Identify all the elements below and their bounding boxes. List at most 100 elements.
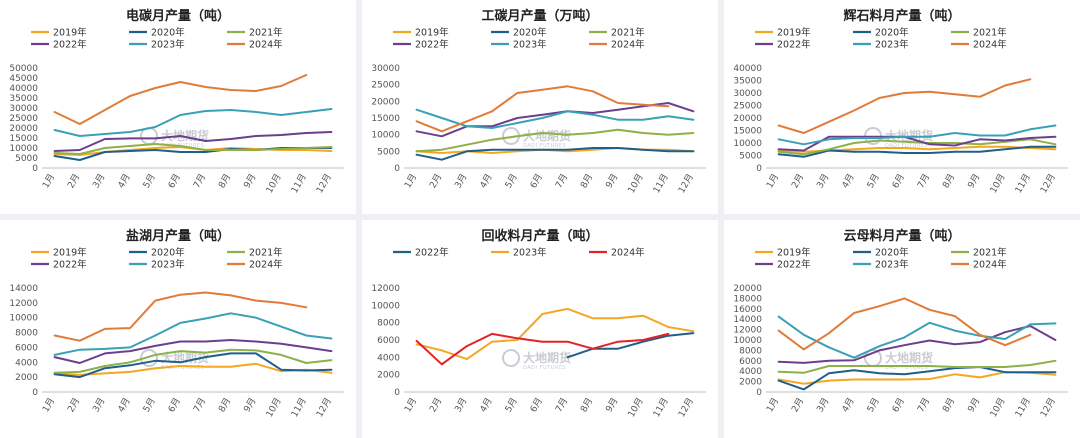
x-tick-label: 4月 <box>840 396 857 414</box>
series-line <box>777 366 1057 391</box>
legend-label: 2020年 <box>875 247 909 259</box>
legend-item: 2020年 <box>853 247 909 259</box>
legend-label: 2021年 <box>249 247 283 259</box>
legend-item: 2021年 <box>951 247 1007 259</box>
y-tick-label: 35000 <box>9 94 38 104</box>
chart-title: 电碳月产量（吨） <box>126 8 230 24</box>
y-tick-label: 0 <box>32 388 38 398</box>
chart-title: 盐湖月产量（吨） <box>126 228 230 244</box>
series-line <box>415 332 670 366</box>
y-tick-label: 45000 <box>9 74 38 84</box>
x-tick-label: 7月 <box>915 396 932 414</box>
series-line <box>777 124 1057 146</box>
x-tick-label: 5月 <box>141 396 158 414</box>
x-tick-label: 10月 <box>626 396 646 419</box>
x-tick-label: 1月 <box>402 396 419 414</box>
series-line <box>415 85 670 133</box>
x-tick-label: 1月 <box>402 172 419 190</box>
y-tick-label: 10000 <box>371 131 400 141</box>
x-tick-label: 7月 <box>915 172 932 190</box>
x-tick-label: 6月 <box>890 172 907 190</box>
y-tick-label: 0 <box>756 388 762 398</box>
legend-label: 2024年 <box>249 39 283 51</box>
x-tick-label: 6月 <box>528 172 545 190</box>
legend-label: 2019年 <box>777 27 811 39</box>
y-tick-label: 15000 <box>371 114 400 124</box>
legend-item: 2024年 <box>589 247 645 259</box>
y-tick-label: 16000 <box>733 305 762 315</box>
x-tick-label: 1月 <box>764 172 781 190</box>
x-tick-label: 11月 <box>651 172 671 195</box>
legend-label: 2020年 <box>875 27 909 39</box>
legend-item: 2021年 <box>227 247 283 259</box>
x-tick-label: 6月 <box>890 396 907 414</box>
legend-label: 2019年 <box>53 27 87 39</box>
y-tick-label: 40000 <box>733 64 762 74</box>
x-tick-label: 3月 <box>91 396 108 414</box>
y-tick-label: 8000 <box>15 329 38 339</box>
legend-label: 2020年 <box>151 27 185 39</box>
y-tick-label: 10000 <box>371 301 400 311</box>
legend-label: 2022年 <box>53 259 87 271</box>
series-line <box>777 78 1032 134</box>
chart-panel-6: 云母料月产量（吨） 2019年 2020年 2021年 2022年 2023年 2024年 0… <box>724 220 1080 438</box>
watermark-logo-icon <box>140 127 158 145</box>
x-tick-label: 12月 <box>314 396 334 419</box>
legend-label: 2019年 <box>53 247 87 259</box>
legend-label: 2022年 <box>415 39 449 51</box>
x-tick-label: 8月 <box>940 172 957 190</box>
series-line <box>53 362 333 376</box>
x-tick-label: 5月 <box>503 396 520 414</box>
x-tick-label: 1月 <box>764 396 781 414</box>
y-tick-label: 40000 <box>9 84 38 94</box>
chart-2: 工碳月产量（万吨） 2019年 2020年 2021年 2022年 2023年 2024年 0… <box>371 8 706 195</box>
series-line <box>415 307 695 361</box>
y-tick-label: 10000 <box>9 144 38 154</box>
legend-item: 2019年 <box>755 27 811 39</box>
legend-label: 2023年 <box>875 259 909 271</box>
legend-item: 2020年 <box>853 27 909 39</box>
y-tick-label: 12000 <box>9 299 38 309</box>
legend-item: 2023年 <box>129 259 185 271</box>
legend-item: 2019年 <box>31 247 87 259</box>
legend-item: 2022年 <box>393 247 449 259</box>
watermark-sub: DADI FUTURES <box>885 143 928 149</box>
legend-item: 2024年 <box>951 39 1007 51</box>
legend-label: 2021年 <box>973 27 1007 39</box>
y-tick-label: 30000 <box>733 89 762 99</box>
legend-label: 2019年 <box>415 27 449 39</box>
watermark-sub: DADI FUTURES <box>523 143 566 149</box>
x-tick-label: 7月 <box>191 172 208 190</box>
y-tick-label: 25000 <box>371 81 400 91</box>
y-tick-label: 5000 <box>739 152 762 162</box>
chart-panel-2: 工碳月产量（万吨） 2019年 2020年 2021年 2022年 2023年 2024年 0… <box>362 0 718 214</box>
x-tick-label: 3月 <box>815 396 832 414</box>
y-tick-label: 2000 <box>15 373 38 383</box>
x-tick-label: 8月 <box>578 172 595 190</box>
watermark-sub: DADI FUTURES <box>161 365 204 371</box>
y-tick-label: 35000 <box>733 77 762 87</box>
y-tick-label: 8000 <box>377 319 400 329</box>
x-tick-label: 3月 <box>453 396 470 414</box>
legend-item: 2024年 <box>589 39 645 51</box>
legend-label: 2020年 <box>151 247 185 259</box>
y-tick-label: 30000 <box>9 104 38 114</box>
x-tick-label: 2月 <box>789 172 806 190</box>
y-tick-label: 25000 <box>733 102 762 112</box>
legend-item: 2023年 <box>853 259 909 271</box>
x-tick-label: 1月 <box>40 172 57 190</box>
series-line <box>53 108 333 137</box>
x-tick-label: 3月 <box>815 172 832 190</box>
x-tick-label: 4月 <box>116 396 133 414</box>
series-line <box>415 128 695 153</box>
legend-item: 2023年 <box>491 247 547 259</box>
x-tick-label: 9月 <box>604 172 621 190</box>
legend-label: 2023年 <box>875 39 909 51</box>
y-tick-label: 0 <box>394 388 400 398</box>
x-tick-label: 4月 <box>478 172 495 190</box>
legend-item: 2020年 <box>491 27 547 39</box>
legend-label: 2019年 <box>777 247 811 259</box>
chart-panel-1: 电碳月产量（吨） 2019年 2020年 2021年 2022年 2023年 2024年 0 5… <box>0 0 356 214</box>
